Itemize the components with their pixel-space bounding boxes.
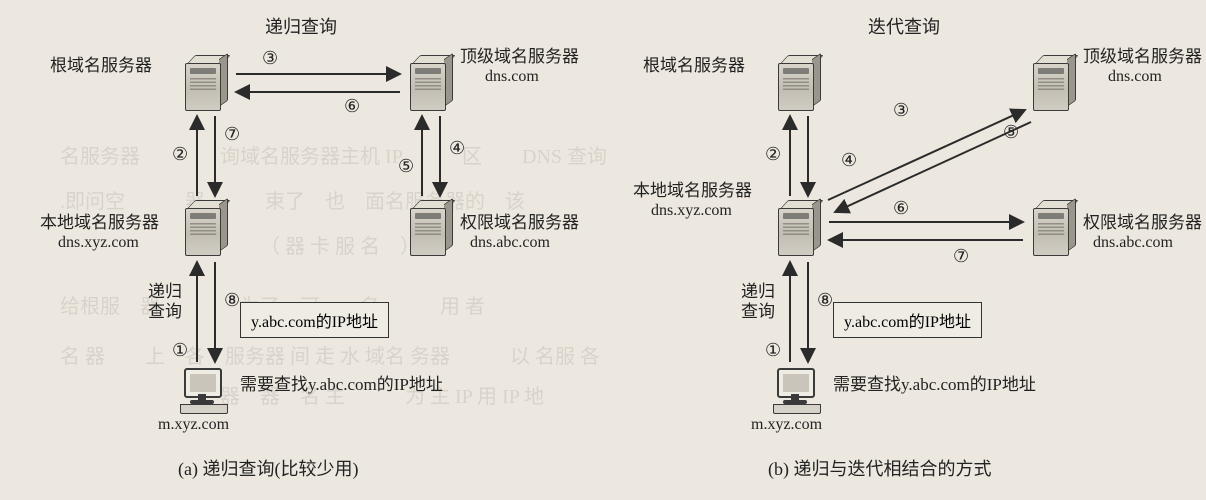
- b-root-server: [778, 55, 820, 109]
- a-root-server: [185, 55, 227, 109]
- a-tld-label: 顶级域名服务器: [460, 46, 579, 67]
- a-local-sub: dns.xyz.com: [58, 234, 139, 252]
- b-local-sub: dns.xyz.com: [651, 202, 732, 220]
- b-ip-box: y.abc.com的IP地址: [833, 302, 982, 338]
- b-recursive-small: 递归查询: [741, 282, 775, 321]
- b-step-4: ④: [841, 150, 857, 171]
- b-step-1: ①: [765, 340, 781, 361]
- a-step-8: ⑧: [224, 290, 240, 311]
- b-step-2: ②: [765, 144, 781, 165]
- b-step-7: ⑦: [953, 246, 969, 267]
- b-step-3: ③: [893, 100, 909, 121]
- b-auth-sub: dns.abc.com: [1093, 234, 1173, 252]
- a-step-6: ⑥: [344, 96, 360, 117]
- caption-a: (a) 递归查询(比较少用): [178, 455, 358, 481]
- b-root-label: 根域名服务器: [643, 55, 745, 76]
- a-root-label: 根域名服务器: [50, 55, 152, 76]
- a-tld-server: [410, 55, 452, 109]
- a-client-pc: [180, 368, 226, 412]
- a-step-5: ⑤: [398, 156, 414, 177]
- a-step-4: ④: [449, 138, 465, 159]
- b-auth-server: [1033, 200, 1075, 254]
- a-local-server: [185, 200, 227, 254]
- a-recursive-small: 递归查询: [148, 282, 182, 321]
- b-step-5: ⑤: [1003, 122, 1019, 143]
- a-ip-box: y.abc.com的IP地址: [240, 302, 389, 338]
- b-tld-label: 顶级域名服务器: [1083, 46, 1202, 67]
- b-tld-sub: dns.com: [1108, 68, 1162, 86]
- b-auth-label: 权限域名服务器: [1083, 212, 1202, 233]
- a-tld-sub: dns.com: [485, 68, 539, 86]
- b-local-server: [778, 200, 820, 254]
- b-tld-server: [1033, 55, 1075, 109]
- a-client-label: m.xyz.com: [158, 416, 229, 434]
- a-auth-label: 权限域名服务器: [460, 212, 579, 233]
- a-auth-sub: dns.abc.com: [470, 234, 550, 252]
- b-client-label: m.xyz.com: [751, 416, 822, 434]
- panel-b: 迭代查询 根域名服务器 顶级域名服务器 dns.com 本地域名服务器 dns.…: [603, 0, 1206, 500]
- b-client-pc: [773, 368, 819, 412]
- b-local-label: 本地域名服务器: [633, 180, 752, 201]
- b-step-6: ⑥: [893, 198, 909, 219]
- a-step-1: ①: [172, 340, 188, 361]
- a-step-2: ②: [172, 144, 188, 165]
- panel-a: 递归查询 根域名服务器 顶级域名服务器 dns.com 本地域名服务器 dns.…: [0, 0, 603, 500]
- b-step-8: ⑧: [817, 290, 833, 311]
- a-auth-server: [410, 200, 452, 254]
- b-need-text: 需要查找y.abc.com的IP地址: [833, 370, 1036, 395]
- a-need-text: 需要查找y.abc.com的IP地址: [240, 370, 443, 395]
- a-step-3: ③: [262, 48, 278, 69]
- a-local-label: 本地域名服务器: [40, 212, 159, 233]
- caption-b: (b) 递归与迭代相结合的方式: [768, 455, 992, 481]
- a-step-7: ⑦: [224, 124, 240, 145]
